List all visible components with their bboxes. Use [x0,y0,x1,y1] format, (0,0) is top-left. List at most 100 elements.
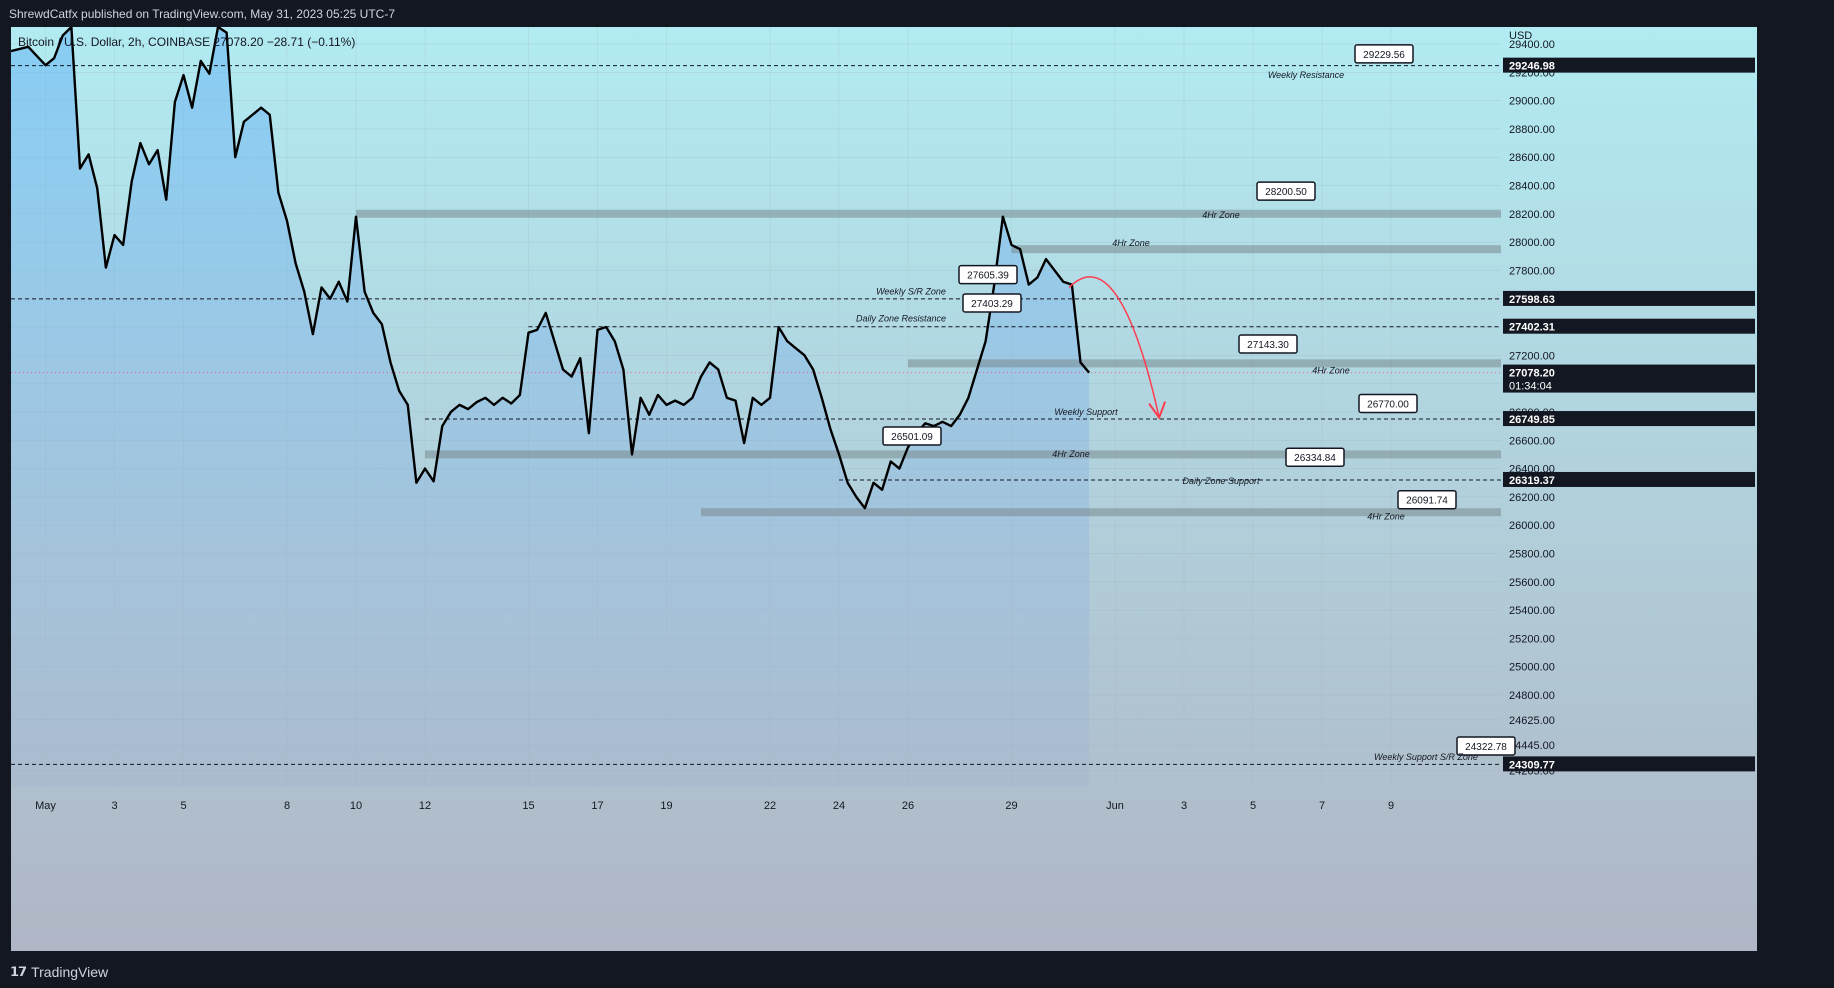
callout-label: 26770.00 [1367,399,1409,410]
y-tick-label: 25800.00 [1509,548,1555,560]
callout-box[interactable] [882,426,942,446]
currency-label: USD [1509,30,1532,42]
y-tick-label: 27200.00 [1509,350,1555,362]
symbol-name: Bitcoin / U.S. Dollar, 2h, COINBASE [18,35,211,49]
zone-note: 4Hr Zone [1052,449,1090,459]
x-tick-label: 24 [833,800,845,812]
price-tag [1503,318,1755,334]
x-tick-label: Jun [1106,800,1124,812]
zone-note: Daily Zone Resistance [856,313,946,323]
zone-note: 4Hr Zone [1202,210,1240,220]
y-tick-label: 27800.00 [1509,265,1555,277]
y-tick-label: 26000.00 [1509,520,1555,532]
x-tick-label: 10 [350,800,362,812]
x-tick-label: 29 [1005,800,1017,812]
zone-note: 4Hr Zone [1112,238,1150,248]
y-tick-label: 25000.00 [1509,662,1555,674]
callout-box[interactable] [1456,736,1516,756]
x-tick-label: 12 [419,800,431,812]
zone-band [425,450,1501,459]
zone-note: Weekly S/R Zone [876,286,946,296]
symbol-legend: Bitcoin / U.S. Dollar, 2h, COINBASE 2707… [18,35,355,49]
tv-logo-icon: 𝟭𝟳 [10,964,27,979]
zone-note: Weekly Support S/R Zone [1374,752,1478,762]
price-tag-label: 27402.31 [1509,322,1555,334]
callout-label: 24322.78 [1465,742,1507,753]
x-tick-label: 19 [660,800,672,812]
x-tick-label: 3 [1181,800,1187,812]
zone-note: 4Hr Zone [1367,512,1405,522]
chart-area[interactable]: USD 29400.00 29200.00 29000.00 28800.00 28600… [11,27,1757,951]
callout-box[interactable] [1238,334,1298,354]
tradingview-logo[interactable]: 𝟭𝟳 TradingView [10,964,108,980]
y-tick-label: 29000.00 [1509,96,1555,108]
callout-box[interactable] [962,293,1022,313]
price-tag [1503,471,1755,487]
callout-label: 27605.39 [967,271,1009,282]
price-chart[interactable]: USD29400.0029200.0029000.0028800.0028600… [11,27,1757,951]
price-tag-label: 24309.77 [1509,759,1555,771]
price-tag [1503,756,1755,772]
x-tick-label: 5 [180,800,186,812]
brand-name: TradingView [31,964,109,980]
callout-box[interactable] [1256,181,1316,201]
callout-label: 26501.09 [891,432,933,443]
price-tag-label: 27598.63 [1509,294,1555,306]
price-tag-label: 26749.85 [1509,414,1555,426]
x-tick-label: 8 [284,800,290,812]
callout-label: 27143.30 [1247,340,1289,351]
zone-note: 4Hr Zone [1312,366,1350,376]
price-tag-label: 26319.37 [1509,475,1555,487]
price-tag [1503,57,1755,73]
callout-box[interactable] [1358,393,1418,414]
x-tick-label: 22 [764,800,776,812]
callout-label: 27403.29 [971,299,1013,310]
arrow-head [1148,401,1167,420]
zone-note: Daily Zone Support [1182,476,1260,486]
zone-note: Weekly Support [1054,407,1118,417]
x-tick-label: 3 [111,800,117,812]
y-tick-label: 25400.00 [1509,605,1555,617]
countdown-label: 01:34:04 [1509,381,1552,393]
zone-band [701,508,1501,517]
x-tick-label: 7 [1319,800,1325,812]
callout-box[interactable] [1397,489,1457,510]
callout-label: 29229.56 [1363,50,1405,61]
last-price: 27078.20 [213,35,264,49]
y-tick-label: 28800.00 [1509,124,1555,136]
price-tag [1503,290,1755,306]
callout-box[interactable] [1354,44,1414,64]
y-tick-label: 28400.00 [1509,181,1555,193]
x-tick-label: 15 [522,800,534,812]
callout-box[interactable] [1285,447,1345,467]
y-tick-label: 26600.00 [1509,435,1555,447]
y-tick-label: 24800.00 [1509,690,1555,702]
x-tick-label: 9 [1388,800,1394,812]
x-tick-label: May [35,800,56,812]
zone-note: Weekly Resistance [1268,70,1344,80]
y-tick-label: 24445.00 [1509,740,1555,752]
price-change: −28.71 (−0.11%) [266,35,356,49]
y-tick-label: 25200.00 [1509,633,1555,645]
callout-label: 26091.74 [1406,496,1448,507]
zone-band [356,209,1501,218]
published-text: ShrewdCatfx published on TradingView.com… [9,7,395,21]
callout-label: 26334.84 [1294,453,1336,464]
price-area [11,27,1090,787]
price-tag [1503,411,1755,427]
callout-box[interactable] [958,264,1018,285]
x-tick-label: 26 [902,800,914,812]
price-tag-label: 27078.20 [1509,368,1555,380]
projection-arrow [1068,276,1160,418]
y-tick-label: 29400.00 [1509,39,1555,51]
footer-bar: 𝟭𝟳 TradingView [0,953,1834,988]
y-tick-label: 24625.00 [1509,715,1555,727]
x-tick-label: 17 [591,800,603,812]
y-tick-label: 26200.00 [1509,492,1555,504]
y-tick-label: 28600.00 [1509,152,1555,164]
x-tick-label: 5 [1250,800,1256,812]
callout-label: 28200.50 [1265,187,1307,198]
zone-band [1011,245,1501,254]
y-tick-label: 28200.00 [1509,209,1555,221]
y-tick-label: 25600.00 [1509,577,1555,589]
